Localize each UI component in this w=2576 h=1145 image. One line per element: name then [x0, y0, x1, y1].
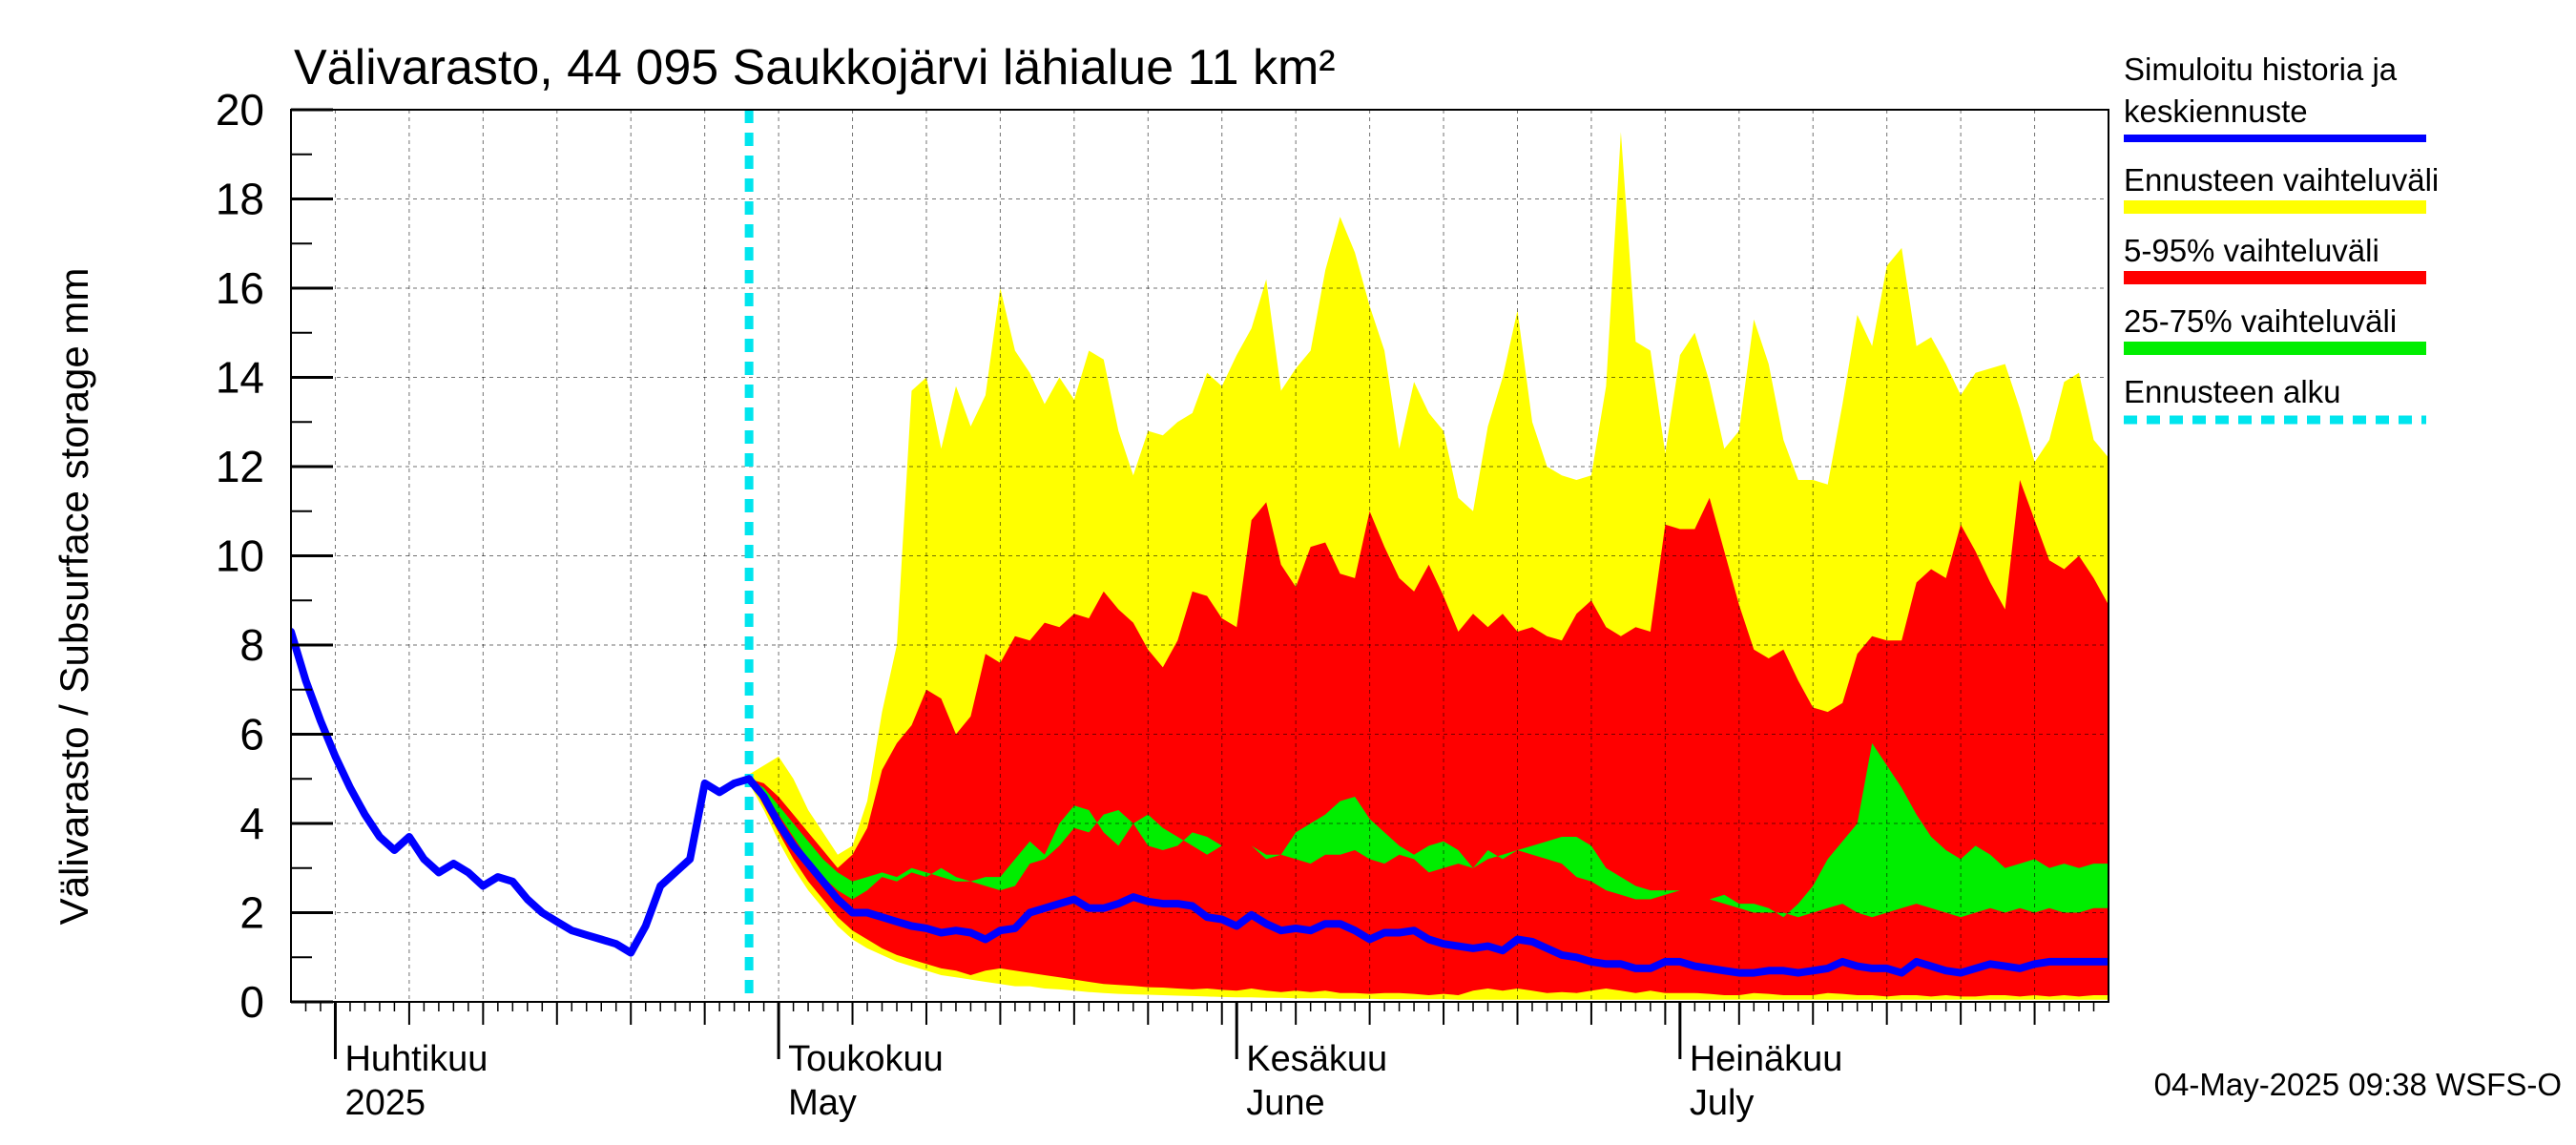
legend: Simuloitu historia ja keskiennuste Ennuste…	[2124, 52, 2439, 425]
chart-title: Välivarasto, 44 095 Saukkojärvi lähialue…	[294, 40, 1336, 95]
month-label-fi: Kesäkuu	[1246, 1039, 1387, 1079]
legend-label: keskiennuste	[2124, 94, 2308, 129]
legend-label: 25-75% vaihteluväli	[2124, 303, 2397, 339]
legend-label: Ennusteen vaihteluväli	[2124, 162, 2439, 198]
y-tick-label: 0	[239, 977, 264, 1027]
month-label-en: July	[1690, 1083, 1755, 1123]
month-label-fi: Toukokuu	[788, 1039, 944, 1079]
history-series-line	[291, 628, 754, 957]
month-label-fi: Huhtikuu	[344, 1039, 488, 1079]
y-tick-label: 14	[216, 353, 264, 403]
y-tick-label: 4	[239, 799, 264, 848]
footer-timestamp: 04-May-2025 09:38 WSFS-O	[2154, 1067, 2562, 1102]
legend-label: Simuloitu historia ja	[2124, 52, 2398, 87]
y-tick-label: 12	[216, 442, 264, 491]
x-axis-ticks	[304, 1002, 2095, 1059]
y-tick-label: 18	[216, 175, 264, 224]
month-label-en: May	[788, 1083, 857, 1123]
y-tick-label: 10	[216, 531, 264, 581]
y-tick-label: 6	[239, 710, 264, 760]
y-tick-label: 8	[239, 620, 264, 670]
median-lines	[291, 628, 2109, 977]
month-label-en: June	[1246, 1083, 1324, 1123]
legend-label: Ennusteen alku	[2124, 374, 2341, 409]
band-5-95	[749, 480, 2109, 997]
month-label-en: 2025	[344, 1083, 426, 1123]
band-25-75	[749, 742, 2109, 918]
y-axis-ticks: 0 2 4 6 8 10 12 14 16 18 20	[216, 85, 333, 1027]
legend-label: 5-95% vaihteluväli	[2124, 233, 2379, 268]
forecast-bands	[749, 132, 2109, 1000]
y-axis-label: Välivarasto / Subsurface storage mm	[52, 268, 96, 926]
median-forecast-line	[745, 775, 2109, 977]
y-tick-label: 16	[216, 263, 264, 313]
month-label-fi: Heinäkuu	[1690, 1039, 1843, 1079]
y-tick-label: 20	[216, 85, 264, 135]
y-tick-label: 2	[239, 888, 264, 938]
